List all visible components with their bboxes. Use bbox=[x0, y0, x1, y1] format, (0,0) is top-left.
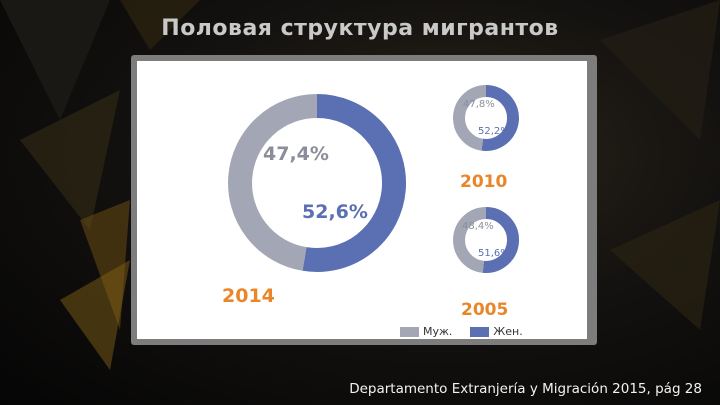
legend-label-male: Муж. bbox=[423, 325, 453, 338]
donut-2005-year-label: 2005 bbox=[461, 300, 508, 320]
donut-2005-label-female: 51,6% bbox=[478, 248, 510, 259]
donut-2014-year-label: 2014 bbox=[222, 285, 275, 307]
legend: Муж. Жен. bbox=[400, 325, 527, 338]
donut-2005-slice-male bbox=[453, 207, 487, 273]
donut-2010-label-female: 52,2% bbox=[478, 126, 510, 137]
legend-label-female: Жен. bbox=[493, 325, 523, 338]
legend-item-female: Жен. bbox=[470, 325, 527, 338]
legend-swatch-male bbox=[400, 326, 419, 337]
donut-2014-label-female: 52,6% bbox=[302, 201, 368, 223]
donut-2014-slice-male bbox=[228, 94, 318, 271]
donut-2010-label-male: 47,8% bbox=[463, 99, 495, 110]
donut-2005-slice-female bbox=[482, 207, 520, 273]
donut-2010-slice-male bbox=[453, 85, 487, 151]
legend-item-male: Муж. bbox=[400, 325, 457, 338]
donut-2014-slice-female bbox=[302, 94, 406, 272]
donut-2010-slice-female bbox=[481, 85, 520, 151]
donut-2005-label-male: 48,4% bbox=[462, 221, 494, 232]
page-title: Половая структура мигрантов bbox=[161, 16, 559, 41]
legend-swatch-female bbox=[470, 326, 490, 337]
donut-2014-label-male: 47,4% bbox=[263, 143, 329, 165]
donut-2010-year-label: 2010 bbox=[460, 172, 507, 192]
source-citation: Departamento Extranjería y Migración 201… bbox=[349, 381, 702, 397]
